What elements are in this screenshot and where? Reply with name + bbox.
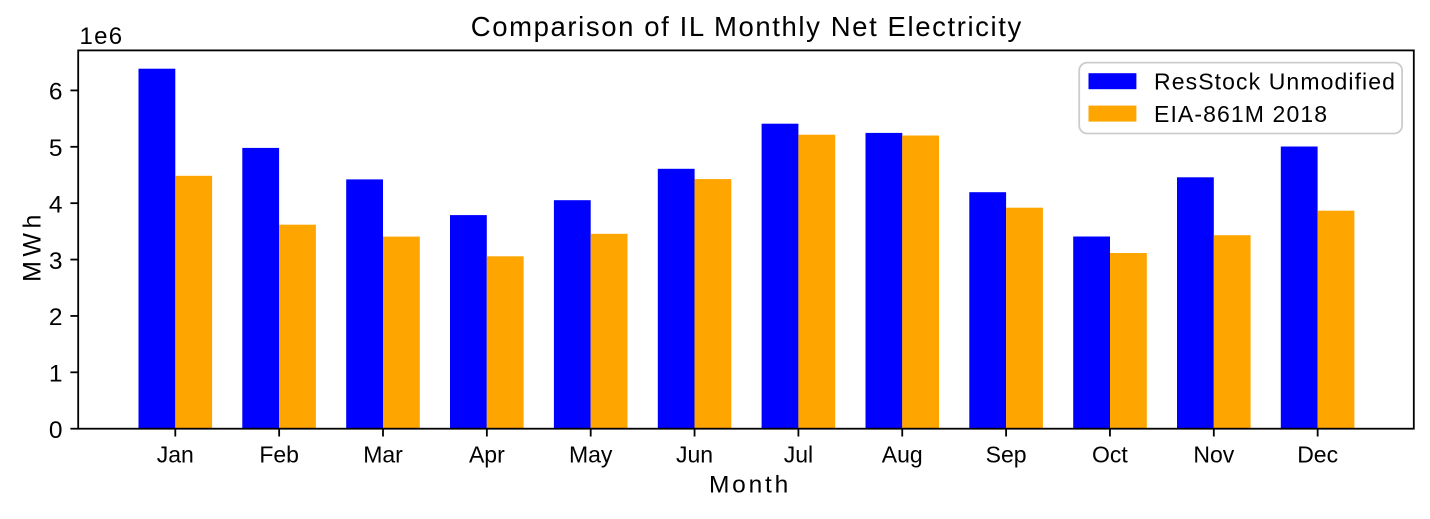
svg-text:0: 0 <box>49 417 63 444</box>
svg-text:2: 2 <box>49 304 63 331</box>
svg-text:Oct: Oct <box>1092 442 1128 468</box>
svg-text:ResStock Unmodified: ResStock Unmodified <box>1154 68 1396 94</box>
svg-text:6: 6 <box>49 79 63 106</box>
svg-text:Mar: Mar <box>363 442 403 468</box>
svg-text:May: May <box>569 442 613 468</box>
svg-text:3: 3 <box>49 248 63 275</box>
svg-text:Feb: Feb <box>259 442 299 468</box>
svg-text:Jan: Jan <box>157 442 194 468</box>
svg-text:Sep: Sep <box>986 442 1027 468</box>
svg-text:EIA-861M 2018: EIA-861M 2018 <box>1154 101 1328 127</box>
svg-text:1e6: 1e6 <box>80 23 124 50</box>
svg-text:Nov: Nov <box>1193 442 1234 468</box>
svg-text:Jul: Jul <box>784 442 813 468</box>
svg-text:MWh: MWh <box>19 210 47 282</box>
svg-text:Jun: Jun <box>676 442 713 468</box>
svg-text:Apr: Apr <box>469 442 505 468</box>
svg-text:1: 1 <box>49 361 63 388</box>
svg-text:5: 5 <box>49 135 63 162</box>
svg-text:4: 4 <box>49 191 63 218</box>
svg-text:Aug: Aug <box>882 442 923 468</box>
svg-text:Month: Month <box>709 471 791 498</box>
svg-text:Dec: Dec <box>1297 442 1338 468</box>
svg-text:Comparison of IL Monthly Net E: Comparison of IL Monthly Net Electricity <box>471 11 1023 42</box>
